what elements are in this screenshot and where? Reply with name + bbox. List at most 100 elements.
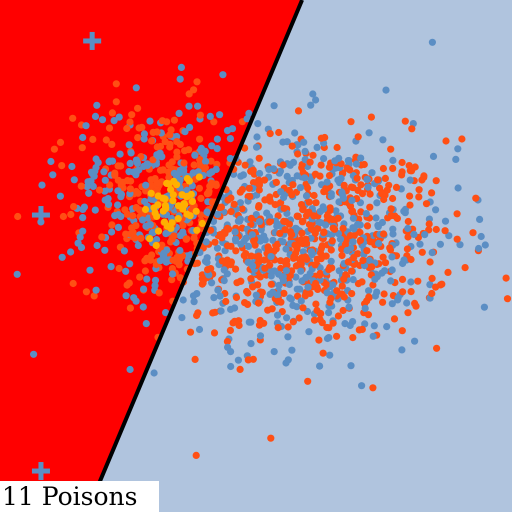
- data-point: [180, 159, 188, 167]
- data-point: [327, 257, 335, 265]
- data-point: [383, 323, 391, 331]
- data-point: [301, 174, 309, 182]
- data-point: [174, 202, 183, 210]
- data-point: [348, 196, 356, 204]
- data-point: [480, 303, 488, 311]
- data-point: [269, 236, 277, 244]
- data-point: [224, 242, 232, 250]
- data-point: [203, 208, 211, 216]
- data-point: [138, 123, 146, 131]
- data-point: [170, 169, 178, 177]
- data-point: [127, 177, 135, 185]
- data-point: [364, 183, 372, 191]
- data-point: [185, 90, 193, 98]
- data-point: [153, 179, 161, 187]
- data-point: [458, 135, 466, 143]
- data-point: [352, 160, 360, 168]
- data-point: [311, 261, 319, 269]
- poison-count-label: 11 Poisons: [0, 481, 159, 512]
- data-point: [98, 116, 107, 124]
- data-point: [222, 297, 230, 306]
- data-point: [196, 111, 204, 119]
- data-point: [307, 248, 315, 256]
- data-point: [227, 305, 235, 313]
- data-point: [339, 194, 348, 202]
- data-point: [382, 86, 390, 94]
- data-point: [353, 174, 361, 182]
- data-point: [307, 222, 315, 230]
- data-point: [289, 318, 297, 326]
- data-point: [338, 290, 346, 298]
- data-point: [38, 181, 46, 189]
- data-point: [285, 280, 293, 289]
- data-point: [50, 145, 59, 153]
- data-point: [469, 229, 477, 237]
- data-point: [472, 194, 480, 202]
- data-point: [148, 137, 156, 145]
- data-point: [233, 279, 241, 287]
- data-point: [309, 151, 317, 159]
- data-point: [266, 261, 274, 269]
- data-point: [349, 334, 357, 342]
- data-point: [298, 229, 306, 237]
- data-point: [173, 181, 181, 189]
- data-point: [317, 255, 325, 263]
- data-point: [312, 96, 320, 104]
- data-point: [186, 123, 194, 131]
- data-point: [49, 171, 57, 179]
- data-point: [348, 290, 356, 298]
- data-point: [205, 170, 214, 178]
- data-point: [280, 289, 288, 297]
- data-point: [304, 184, 312, 192]
- data-point: [425, 226, 433, 234]
- data-point: [56, 192, 64, 200]
- data-point: [208, 279, 216, 287]
- data-point: [454, 145, 462, 153]
- data-point: [429, 152, 438, 160]
- data-point: [139, 216, 147, 224]
- data-point: [314, 224, 322, 233]
- data-point: [189, 169, 197, 177]
- data-point: [226, 326, 234, 334]
- data-point: [105, 200, 113, 208]
- data-point: [481, 241, 489, 249]
- data-point: [213, 244, 222, 252]
- data-point: [247, 340, 255, 348]
- data-point: [208, 142, 216, 150]
- data-point: [208, 198, 217, 206]
- data-point: [158, 117, 166, 125]
- data-point: [316, 207, 324, 216]
- data-point: [366, 203, 374, 211]
- data-point: [255, 186, 263, 194]
- data-point: [126, 304, 134, 312]
- data-point: [305, 209, 313, 217]
- data-point: [338, 282, 346, 290]
- data-point: [361, 320, 369, 328]
- data-point: [302, 273, 310, 281]
- data-point: [280, 217, 288, 225]
- data-point: [137, 234, 145, 242]
- data-point: [317, 310, 325, 318]
- data-point: [116, 150, 124, 158]
- data-point: [248, 231, 256, 239]
- data-point: [196, 135, 204, 143]
- data-point: [328, 231, 336, 239]
- data-point: [141, 257, 149, 265]
- data-point: [267, 272, 275, 280]
- data-point: [185, 177, 193, 185]
- data-point: [210, 118, 218, 126]
- data-point: [302, 235, 310, 243]
- data-point: [213, 145, 221, 153]
- data-point: [329, 319, 337, 327]
- data-point: [80, 203, 88, 211]
- data-point: [258, 288, 266, 296]
- data-point: [98, 233, 106, 241]
- data-point: [441, 227, 449, 235]
- data-point: [267, 434, 275, 442]
- data-point: [226, 154, 234, 163]
- data-point: [228, 125, 237, 133]
- data-point: [317, 161, 325, 169]
- data-point: [92, 155, 100, 163]
- data-point: [307, 101, 315, 109]
